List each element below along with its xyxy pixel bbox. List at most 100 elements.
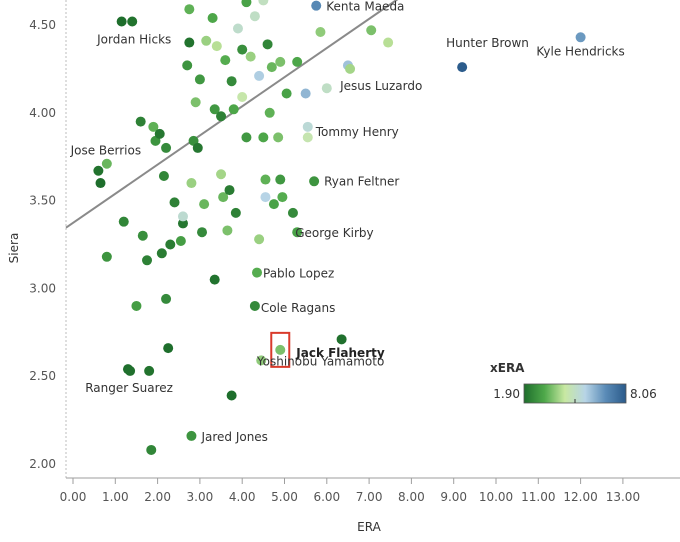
point-label: Ranger Suarez <box>85 381 173 395</box>
data-point[interactable] <box>169 197 180 208</box>
data-point-hunter-brown[interactable] <box>457 62 468 73</box>
data-point[interactable] <box>366 25 377 36</box>
data-point[interactable] <box>258 0 269 6</box>
data-point[interactable] <box>218 192 229 203</box>
data-point[interactable] <box>260 192 271 203</box>
data-point-tommy-henry[interactable] <box>302 121 313 132</box>
data-point[interactable] <box>254 70 265 81</box>
data-point-jesus-luzardo[interactable] <box>345 63 356 74</box>
data-point[interactable] <box>226 76 237 87</box>
data-point[interactable] <box>135 116 146 127</box>
data-point[interactable] <box>241 0 252 8</box>
data-point[interactable] <box>216 169 227 180</box>
data-point[interactable] <box>220 55 231 66</box>
data-point[interactable] <box>163 343 174 354</box>
data-point[interactable] <box>216 111 227 122</box>
data-point[interactable] <box>209 104 220 115</box>
data-point-kenta-maeda[interactable] <box>311 0 322 11</box>
data-point[interactable] <box>258 132 269 143</box>
data-point[interactable] <box>93 165 104 176</box>
data-point[interactable] <box>224 185 235 196</box>
data-point[interactable] <box>118 216 129 227</box>
data-point[interactable] <box>230 207 241 218</box>
data-point[interactable] <box>260 174 271 185</box>
data-point[interactable] <box>222 225 233 236</box>
data-point[interactable] <box>228 104 239 115</box>
data-point-ranger-suarez[interactable] <box>125 365 136 376</box>
data-point-ryan-feltner[interactable] <box>309 176 320 187</box>
x-tick-label: 4.00 <box>229 490 256 504</box>
data-point[interactable] <box>161 293 172 304</box>
data-point[interactable] <box>245 51 256 62</box>
data-point[interactable] <box>197 227 208 238</box>
data-point-jack-flaherty[interactable] <box>275 344 286 355</box>
x-tick-label: 9.00 <box>440 490 467 504</box>
legend-min-label: 1.90 <box>493 387 520 401</box>
data-point-jordan-hicks[interactable] <box>127 16 138 27</box>
data-point[interactable] <box>262 39 273 50</box>
data-point[interactable] <box>249 11 260 22</box>
data-point[interactable] <box>192 142 203 153</box>
data-point[interactable] <box>165 239 176 250</box>
data-point[interactable] <box>264 107 275 118</box>
data-point[interactable] <box>177 218 188 229</box>
data-point[interactable] <box>190 97 201 108</box>
data-point[interactable] <box>154 128 165 139</box>
data-point[interactable] <box>131 300 142 311</box>
data-point[interactable] <box>209 274 220 285</box>
data-point[interactable] <box>281 88 292 99</box>
data-point[interactable] <box>302 132 313 143</box>
data-point[interactable] <box>184 37 195 48</box>
data-point-jose-berrios[interactable] <box>101 158 112 169</box>
data-point[interactable] <box>232 23 243 34</box>
x-axis-title: ERA <box>357 520 381 534</box>
data-point[interactable] <box>142 255 153 266</box>
data-point[interactable] <box>184 4 195 15</box>
data-point[interactable] <box>95 178 106 189</box>
data-point[interactable] <box>315 27 326 38</box>
data-point[interactable] <box>177 211 188 222</box>
data-point[interactable] <box>161 142 172 153</box>
data-point[interactable] <box>156 248 167 259</box>
data-point[interactable] <box>256 355 267 366</box>
y-tick-label: 3.50 <box>29 194 56 208</box>
data-point[interactable] <box>383 37 394 48</box>
data-point[interactable] <box>273 132 284 143</box>
data-point[interactable] <box>182 60 193 71</box>
data-point[interactable] <box>116 16 127 27</box>
data-point[interactable] <box>201 35 212 46</box>
data-point[interactable] <box>268 199 279 210</box>
data-point[interactable] <box>237 44 248 55</box>
data-point[interactable] <box>101 251 112 262</box>
data-point[interactable] <box>266 62 277 73</box>
data-point[interactable] <box>226 390 237 401</box>
data-point[interactable] <box>287 207 298 218</box>
data-point[interactable] <box>207 12 218 23</box>
data-point[interactable] <box>254 234 265 245</box>
data-point[interactable] <box>300 88 311 99</box>
data-point[interactable] <box>275 56 286 67</box>
data-point[interactable] <box>148 121 159 132</box>
data-point[interactable] <box>199 199 210 210</box>
data-point-kyle-hendricks[interactable] <box>575 32 586 43</box>
data-point[interactable] <box>194 74 205 85</box>
data-point-jared-jones[interactable] <box>186 430 197 441</box>
data-point-pablo-lopez[interactable] <box>252 267 263 278</box>
data-point-cole-ragans[interactable] <box>249 300 260 311</box>
data-point[interactable] <box>292 56 303 67</box>
data-point[interactable] <box>158 171 169 182</box>
data-point[interactable] <box>211 41 222 52</box>
data-point[interactable] <box>175 235 186 246</box>
data-point[interactable] <box>241 132 252 143</box>
data-point-george-kirby[interactable] <box>292 227 303 238</box>
data-point[interactable] <box>237 91 248 102</box>
data-point[interactable] <box>277 192 288 203</box>
data-point[interactable] <box>275 174 286 185</box>
data-point[interactable] <box>321 83 332 94</box>
data-point[interactable] <box>137 230 148 241</box>
data-point[interactable] <box>186 178 197 189</box>
data-point[interactable] <box>144 365 155 376</box>
data-point[interactable] <box>146 444 157 455</box>
trend-line <box>65 0 399 229</box>
data-point-yoshinobu-yamamoto[interactable] <box>336 334 347 345</box>
